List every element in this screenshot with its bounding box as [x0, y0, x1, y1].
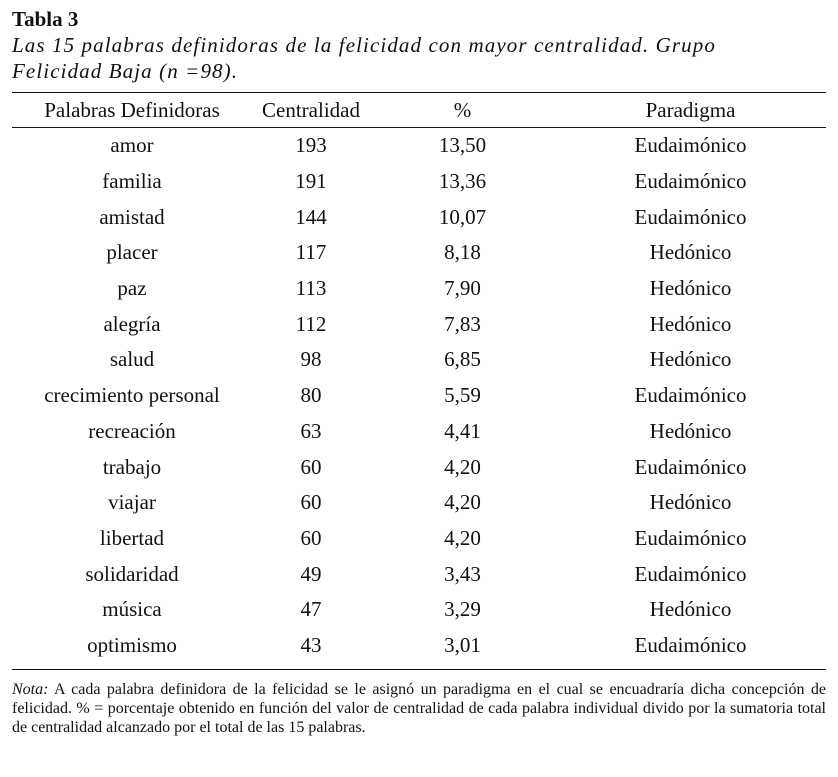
cell-centrality: 112 [295, 311, 327, 336]
cell-centrality: 43 [300, 632, 322, 657]
cell-paradigm: Eudaimónico [634, 383, 747, 408]
cell-centrality: 98 [300, 347, 322, 372]
column-header-centrality: Centralidad [262, 97, 360, 122]
note-label: Nota: [12, 681, 49, 699]
cell-percent: 13,50 [438, 133, 487, 158]
cell-paradigm: Eudaimónico [634, 133, 747, 158]
table-header-row: Palabras Definidoras Centralidad % Parad… [12, 93, 826, 127]
table-row: recreación 63 4,41 Hedónico [12, 414, 826, 450]
cell-paradigm: Hedónico [649, 311, 732, 336]
cell-percent: 4,20 [444, 490, 481, 515]
table-number: Tabla 3 [12, 7, 79, 31]
cell-percent: 8,18 [444, 240, 481, 265]
cell-paradigm: Hedónico [649, 240, 732, 265]
cell-paradigm: Eudaimónico [634, 169, 747, 194]
cell-word: optimismo [87, 632, 177, 657]
table-row: viajar 60 4,20 Hedónico [12, 485, 826, 521]
cell-paradigm: Eudaimónico [634, 204, 747, 229]
cell-centrality: 191 [295, 169, 327, 194]
table-row: amistad 144 10,07 Eudaimónico [12, 199, 826, 235]
cell-paradigm: Hedónico [649, 490, 732, 515]
table-top-rule [12, 92, 826, 93]
table-row: familia 191 13,36 Eudaimónico [12, 164, 826, 200]
cell-percent: 3,01 [444, 632, 481, 657]
cell-percent: 6,85 [444, 347, 481, 372]
cell-word: familia [102, 169, 162, 194]
cell-word: solidaridad [85, 561, 179, 586]
cell-paradigm: Eudaimónico [634, 632, 747, 657]
table-header-rule [12, 127, 826, 128]
cell-word: música [102, 597, 162, 622]
table-bottom-rule [12, 669, 826, 671]
cell-word: recreación [88, 418, 176, 443]
cell-centrality: 80 [300, 383, 322, 408]
column-header-percent: % [453, 97, 472, 122]
cell-centrality: 60 [300, 490, 322, 515]
cell-percent: 3,29 [444, 597, 481, 622]
cell-percent: 13,36 [438, 169, 487, 194]
table-row: solidaridad 49 3,43 Eudaimónico [12, 556, 826, 592]
table-caption-line-2: Felicidad Baja (n =98). [12, 59, 239, 83]
table-body: amor 193 13,50 Eudaimónico familia 191 13,36 Eu… [12, 128, 826, 663]
cell-centrality: 47 [300, 597, 322, 622]
cell-word: trabajo [102, 454, 162, 479]
cell-paradigm: Hedónico [649, 347, 732, 372]
cell-word: alegría [103, 311, 161, 336]
cell-word: crecimiento personal [44, 383, 220, 408]
cell-percent: 4,20 [444, 525, 481, 550]
cell-word: amor [110, 133, 154, 158]
cell-centrality: 117 [295, 240, 327, 265]
centrality-table: Palabras Definidoras Centralidad % Parad… [12, 93, 826, 663]
table-note: Nota: A cada palabra definidora de la fe… [12, 680, 826, 737]
table-row: placer 117 8,18 Hedónico [12, 235, 826, 271]
table-row: alegría 112 7,83 Hedónico [12, 306, 826, 342]
column-header-words: Palabras Definidoras [44, 97, 220, 122]
cell-paradigm: Hedónico [649, 597, 732, 622]
cell-paradigm: Hedónico [649, 418, 732, 443]
cell-paradigm: Eudaimónico [634, 525, 747, 550]
cell-percent: 4,20 [444, 454, 481, 479]
table-row: amor 193 13,50 Eudaimónico [12, 128, 826, 164]
cell-word: placer [106, 240, 158, 265]
table-row: salud 98 6,85 Hedónico [12, 342, 826, 378]
cell-word: paz [117, 276, 147, 301]
cell-centrality: 113 [295, 276, 327, 301]
table-row: paz 113 7,90 Hedónico [12, 271, 826, 307]
cell-percent: 3,43 [444, 561, 481, 586]
column-header-paradigm: Paradigma [645, 97, 736, 122]
table-row: música 47 3,29 Hedónico [12, 592, 826, 628]
cell-percent: 5,59 [444, 383, 481, 408]
table-row: trabajo 60 4,20 Eudaimónico [12, 449, 826, 485]
cell-centrality: 63 [300, 418, 322, 443]
cell-percent: 4,41 [444, 418, 481, 443]
cell-percent: 10,07 [438, 204, 487, 229]
table-row: crecimiento personal 80 5,59 Eudaimónico [12, 378, 826, 414]
cell-centrality: 193 [295, 133, 327, 158]
cell-word: libertad [99, 525, 165, 550]
cell-centrality: 144 [295, 204, 327, 229]
document-page: Tabla 3 Las 15 palabras definidoras de l… [12, 6, 826, 737]
note-text: A cada palabra definidora de la felicida… [12, 681, 826, 737]
table-row: libertad 60 4,20 Eudaimónico [12, 521, 826, 557]
cell-word: viajar [108, 490, 156, 515]
cell-paradigm: Eudaimónico [634, 454, 747, 479]
cell-centrality: 60 [300, 454, 322, 479]
table-row: optimismo 43 3,01 Eudaimónico [12, 628, 826, 664]
cell-centrality: 60 [300, 525, 322, 550]
cell-word: salud [109, 347, 155, 372]
cell-word: amistad [99, 204, 165, 229]
cell-paradigm: Eudaimónico [634, 561, 747, 586]
cell-percent: 7,90 [444, 276, 481, 301]
table-caption-line-1: Las 15 palabras definidoras de la felici… [12, 33, 716, 57]
cell-centrality: 49 [300, 561, 322, 586]
cell-percent: 7,83 [444, 311, 481, 336]
cell-paradigm: Hedónico [649, 276, 732, 301]
